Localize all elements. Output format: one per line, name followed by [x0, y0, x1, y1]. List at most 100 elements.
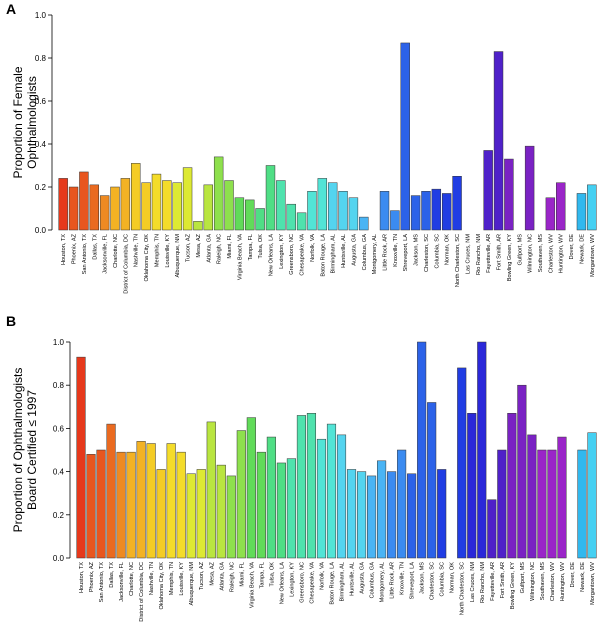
category-label: Morgantown, WV [590, 562, 596, 605]
category-label: Albuquerque, NM [189, 562, 195, 606]
bar [387, 471, 397, 559]
category-label: Norfolk, VA [319, 562, 325, 590]
bar [245, 199, 255, 231]
category-label: North Charleston, SC [460, 562, 466, 615]
bar [390, 210, 400, 231]
category-label: Gulfport, MS [517, 234, 523, 266]
category-label: Virginia Beach, VA [249, 562, 255, 608]
category-label: Wilmington, NC [528, 234, 534, 273]
y-axis-label: Proportion of Ophthalmologists [11, 368, 25, 533]
category-label: Dallas, TX [109, 562, 115, 588]
y-tick-label: 0.4 [35, 140, 47, 149]
category-label: Raleigh, NC [217, 234, 223, 264]
y-tick-label: 1.0 [53, 338, 65, 347]
bar [576, 193, 587, 231]
category-label: San Antonio, TX [82, 234, 88, 275]
bar [537, 449, 547, 559]
bar [186, 473, 196, 559]
category-label: Shreveport, LA [403, 234, 409, 272]
bar [327, 182, 338, 231]
bar [255, 208, 265, 231]
category-label: Atlanta, GA [219, 562, 225, 591]
bar [317, 178, 328, 231]
bar [421, 191, 431, 231]
category-label: Birmingham, AL [340, 562, 346, 601]
category-label: Montgomery, AL [372, 234, 378, 274]
category-label: Mesa, AZ [196, 233, 202, 257]
category-label: Baton Rouge, LA [320, 234, 326, 277]
bar [86, 454, 96, 559]
bar [236, 430, 246, 559]
bar [577, 449, 587, 559]
bar [457, 367, 467, 559]
y-tick-label: 0.8 [35, 54, 47, 63]
y-tick-label: 0.6 [53, 424, 65, 433]
category-label: Tulsa, OK [269, 562, 275, 587]
bar [379, 191, 390, 231]
bar [338, 191, 348, 231]
bar [587, 432, 597, 559]
category-label: Baton Rouge, LA [329, 562, 335, 605]
y-tick-label: 0.4 [53, 468, 65, 477]
category-label: Fort Smith, AR [497, 234, 503, 270]
bar [234, 197, 245, 231]
bar [266, 436, 276, 559]
bar [246, 417, 256, 559]
bar [557, 436, 567, 559]
bar [213, 156, 224, 231]
category-label: Rio Rancho, NM [480, 562, 486, 603]
bar [336, 434, 347, 559]
category-label: Raleigh, NC [229, 562, 235, 592]
category-label: Dallas, TX [92, 234, 98, 260]
category-label: Knoxville, TN [393, 234, 399, 267]
category-label: Fayetteville, AR [490, 562, 496, 601]
bar [58, 178, 68, 231]
category-label: Morgantown, WV [590, 234, 596, 277]
bar [286, 203, 296, 231]
category-label: Miami, FL [227, 234, 233, 259]
bar [504, 158, 514, 231]
category-label: Charleston, SC [430, 562, 436, 600]
category-label: Houston, TX [61, 234, 67, 265]
panel-letter: B [6, 313, 16, 329]
category-label: Albuquerque, NM [175, 234, 181, 278]
bar [256, 451, 266, 559]
bar [265, 165, 276, 231]
y-tick-label: 0.8 [53, 381, 65, 390]
category-label: Tulsa, OK [258, 234, 264, 259]
category-label: Houston, TX [79, 562, 85, 593]
category-label: Oklahoma City, OK [159, 562, 165, 610]
bar [110, 186, 120, 231]
category-label: Nashville, TN [134, 234, 140, 267]
category-label: San Antonio, TX [99, 562, 105, 603]
chart-panel-b: B Proportion of Ophthalmologists Board Cer… [6, 313, 597, 622]
bar [276, 462, 286, 559]
bar [483, 150, 493, 231]
category-label: New Orleans, LA [279, 562, 285, 605]
bar [306, 413, 317, 559]
y-tick-label: 0.2 [53, 511, 65, 520]
category-label: Tucson, AZ [186, 233, 192, 262]
category-label: Bowling Green, KY [507, 234, 513, 282]
category-label: Memphis, TN [169, 562, 175, 595]
bar [556, 182, 566, 231]
bar [296, 415, 306, 559]
y-tick-label: 1.0 [35, 11, 47, 20]
bar [377, 460, 387, 559]
category-label: Oklahoma City, OK [144, 234, 150, 282]
panel-letter: A [6, 1, 16, 17]
category-label: Las Cruces, NM [465, 234, 471, 274]
bar [437, 469, 447, 559]
bar [196, 469, 206, 559]
category-label: Fort Smith, AR [500, 562, 506, 598]
category-label: Norfolk, VA [310, 234, 316, 262]
category-label: Wilmington, NC [530, 562, 536, 601]
bar [307, 191, 317, 231]
category-label: District of Columbia, DC [123, 234, 129, 294]
bar [367, 475, 377, 559]
category-label: Birmingham, AL [331, 234, 337, 273]
category-label: Dover, DE [569, 234, 575, 260]
bar [497, 449, 507, 559]
category-label: Charleston, WV [548, 234, 554, 273]
bar [131, 163, 141, 231]
